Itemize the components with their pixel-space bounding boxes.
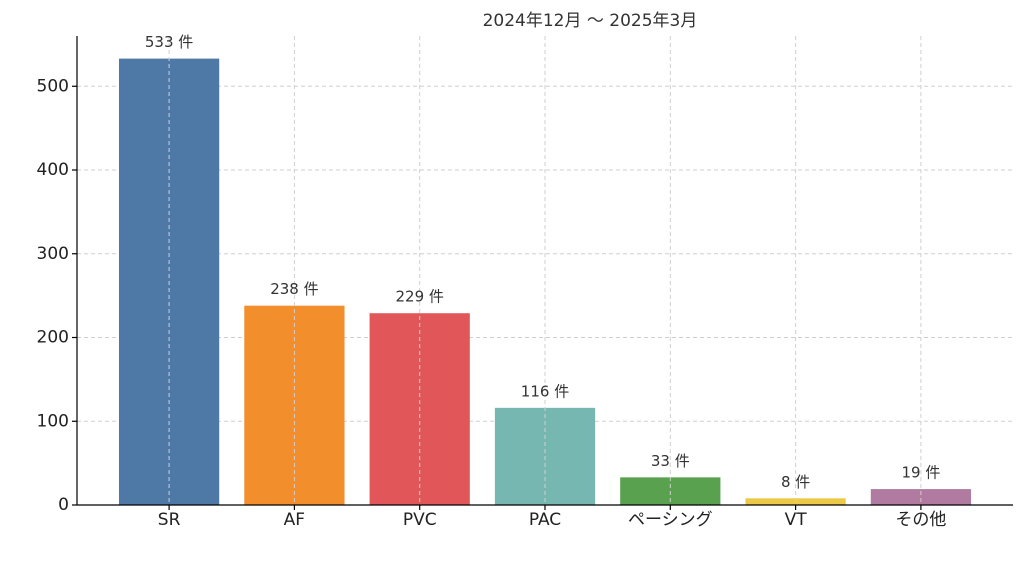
y-tick-label: 500	[37, 76, 69, 96]
data-label: 533 件	[145, 33, 193, 51]
x-tick-label: その他	[895, 510, 946, 530]
x-tick-label: SR	[158, 510, 181, 530]
x-tick-label: PAC	[529, 510, 561, 530]
x-tick-label: ペーシング	[628, 510, 713, 530]
data-label: 8 件	[781, 473, 810, 491]
x-tick-label: PVC	[403, 510, 437, 530]
data-label: 238 件	[270, 280, 318, 298]
y-tick-label: 100	[37, 411, 69, 431]
data-label: 33 件	[651, 452, 690, 470]
y-tick-label: 200	[37, 328, 69, 348]
x-tick-label: VT	[785, 510, 808, 530]
bar	[870, 489, 972, 505]
y-tick-label: 0	[58, 495, 69, 515]
chart-title: 2024年12月 ～ 2025年3月	[483, 11, 698, 31]
data-label: 19 件	[901, 464, 940, 482]
y-tick-label: 400	[37, 160, 69, 180]
x-tick-label: AF	[284, 510, 305, 530]
data-label: 116 件	[521, 382, 569, 400]
data-label: 229 件	[395, 288, 443, 306]
y-tick-label: 300	[37, 244, 69, 264]
bar	[244, 305, 345, 505]
